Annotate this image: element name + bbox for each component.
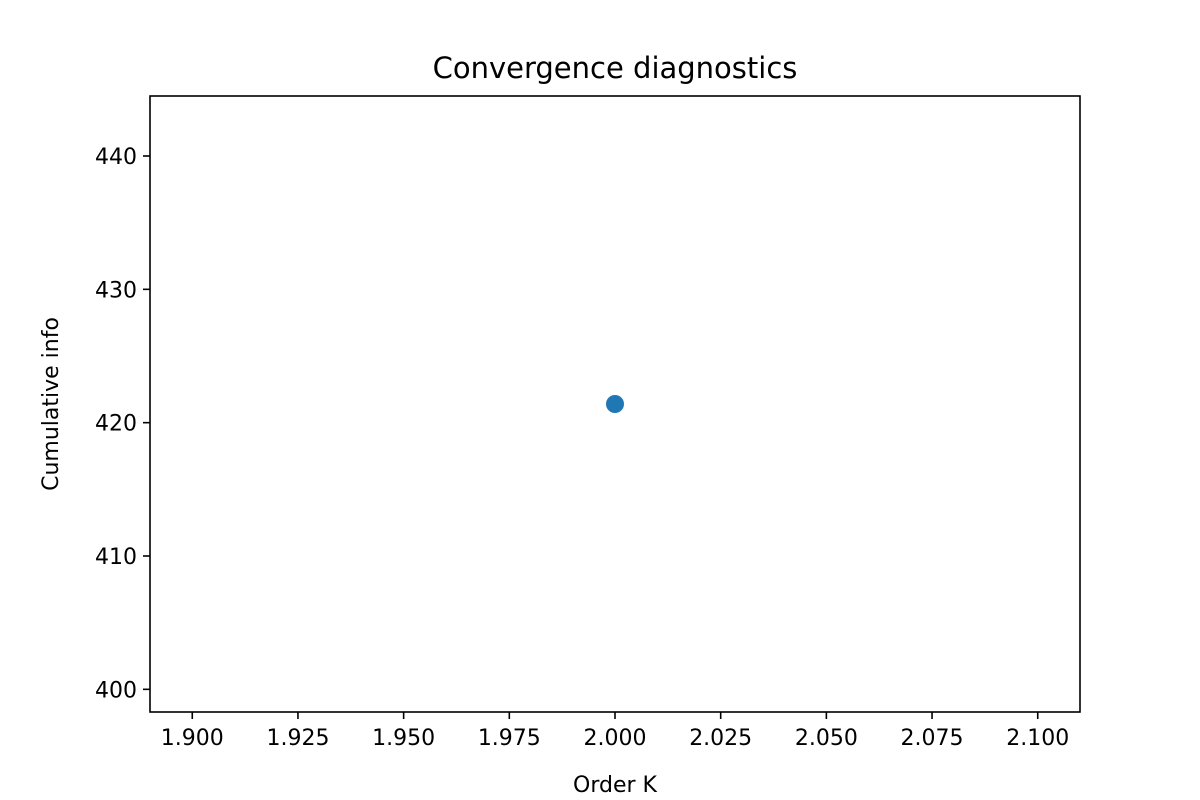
x-tick-label: 1.950: [372, 726, 435, 751]
y-tick-label: 440: [95, 145, 137, 170]
x-tick-label: 2.075: [901, 726, 964, 751]
x-axis-label: Order K: [573, 773, 658, 798]
y-tick-label: 410: [95, 545, 137, 570]
x-tick-label: 2.000: [584, 726, 647, 751]
y-tick-label: 430: [95, 278, 137, 303]
x-tick-label: 1.975: [478, 726, 541, 751]
x-tick-label: 1.925: [266, 726, 329, 751]
y-axis-ticks: 400 410 420 430 440: [95, 145, 150, 703]
scatter-points: [606, 395, 624, 413]
data-point: [606, 395, 624, 413]
x-axis-ticks: 1.900 1.925 1.950 1.975 2.000 2.025 2.050 2.075…: [161, 712, 1069, 751]
chart-title: Convergence diagnostics: [433, 51, 798, 85]
x-tick-label: 1.900: [161, 726, 224, 751]
x-tick-label: 2.025: [689, 726, 752, 751]
x-tick-label: 2.050: [795, 726, 858, 751]
y-tick-label: 400: [95, 678, 137, 703]
plot-frame: [149, 95, 1081, 713]
y-axis-label: Cumulative info: [39, 317, 64, 491]
y-tick-label: 420: [95, 412, 137, 437]
x-tick-label: 2.100: [1006, 726, 1069, 751]
